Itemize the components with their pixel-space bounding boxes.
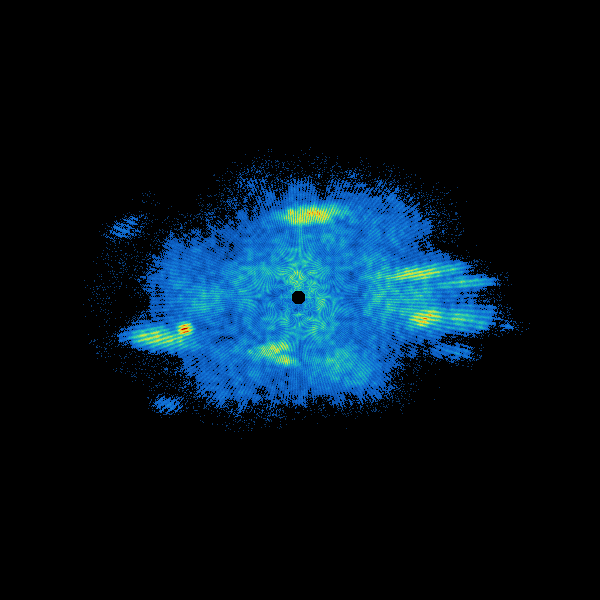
radar-reflectivity-heatmap: [0, 0, 600, 600]
radar-display: Radar Reflectivity PPI Reflectivity (dBZ…: [0, 0, 600, 600]
